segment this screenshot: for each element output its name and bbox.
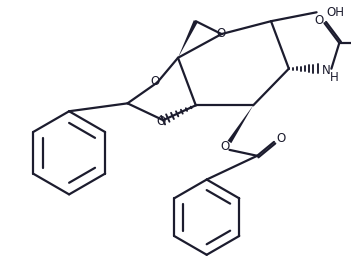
Text: N: N <box>322 64 330 77</box>
Text: O: O <box>314 14 323 27</box>
Text: O: O <box>151 75 160 88</box>
Text: O: O <box>221 140 230 153</box>
Text: H: H <box>329 71 338 84</box>
Text: O: O <box>276 132 286 146</box>
Text: OH: OH <box>327 6 345 19</box>
Text: O: O <box>216 27 225 39</box>
Text: O: O <box>156 115 166 128</box>
Polygon shape <box>228 105 253 143</box>
Polygon shape <box>178 20 198 58</box>
